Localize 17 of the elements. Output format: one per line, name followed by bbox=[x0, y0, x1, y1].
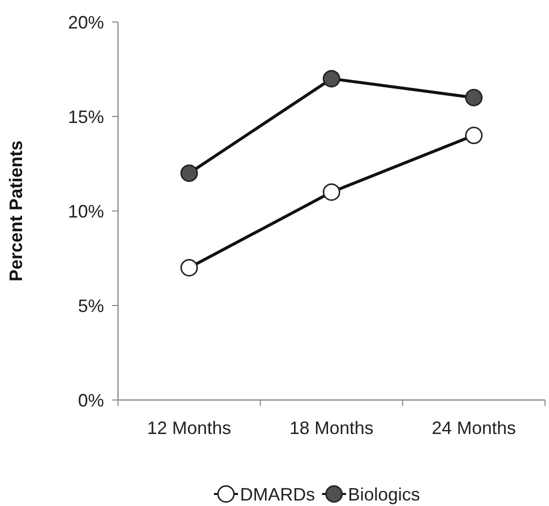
point bbox=[322, 70, 340, 88]
x-tick-label: 12 Months bbox=[147, 418, 232, 438]
y-tick-label: 15% bbox=[68, 106, 104, 127]
legend-label: DMARDs bbox=[240, 484, 315, 504]
y-tick-label: 20% bbox=[68, 12, 104, 32]
y-tick-label: 10% bbox=[68, 201, 104, 222]
legend-label: Biologics bbox=[348, 484, 420, 504]
x-tick-label: 24 Months bbox=[432, 418, 516, 438]
y-axis-title: Percent Patients bbox=[6, 140, 26, 282]
y-tick-label: 5% bbox=[78, 296, 104, 316]
point bbox=[465, 88, 483, 106]
point bbox=[322, 183, 340, 201]
point bbox=[465, 126, 483, 144]
x-tick-label: 18 Months bbox=[289, 418, 374, 438]
point bbox=[180, 164, 198, 182]
point bbox=[180, 258, 198, 276]
y-tick-label: 0% bbox=[78, 390, 104, 410]
